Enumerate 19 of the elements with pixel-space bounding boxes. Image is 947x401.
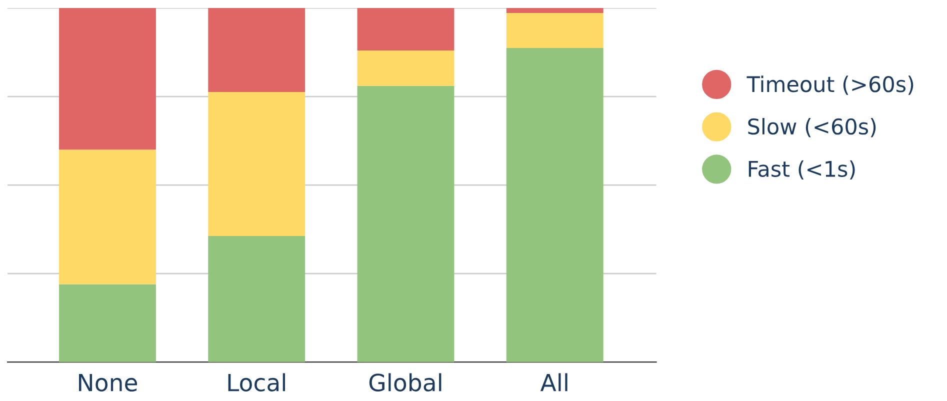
bar: [59, 150, 156, 284]
bar: [208, 8, 306, 92]
legend-label: Slow (<60s): [748, 118, 876, 138]
legend-label: Fast (<1s): [748, 160, 855, 180]
bar: [208, 92, 306, 236]
bar: [208, 236, 306, 362]
bar: [357, 50, 454, 86]
x-tick-label: Local: [228, 373, 285, 392]
bar: [506, 48, 604, 362]
bar: [357, 86, 454, 362]
bar: [59, 8, 156, 150]
bar: [59, 284, 156, 362]
x-tick-label: Global: [369, 373, 442, 392]
x-tick-label: None: [79, 374, 138, 392]
bar: [506, 8, 604, 13]
bar: [506, 12, 604, 48]
x-tick-label: All: [540, 373, 568, 392]
bar: [357, 8, 454, 51]
legend-label: Timeout (>60s): [746, 76, 914, 95]
